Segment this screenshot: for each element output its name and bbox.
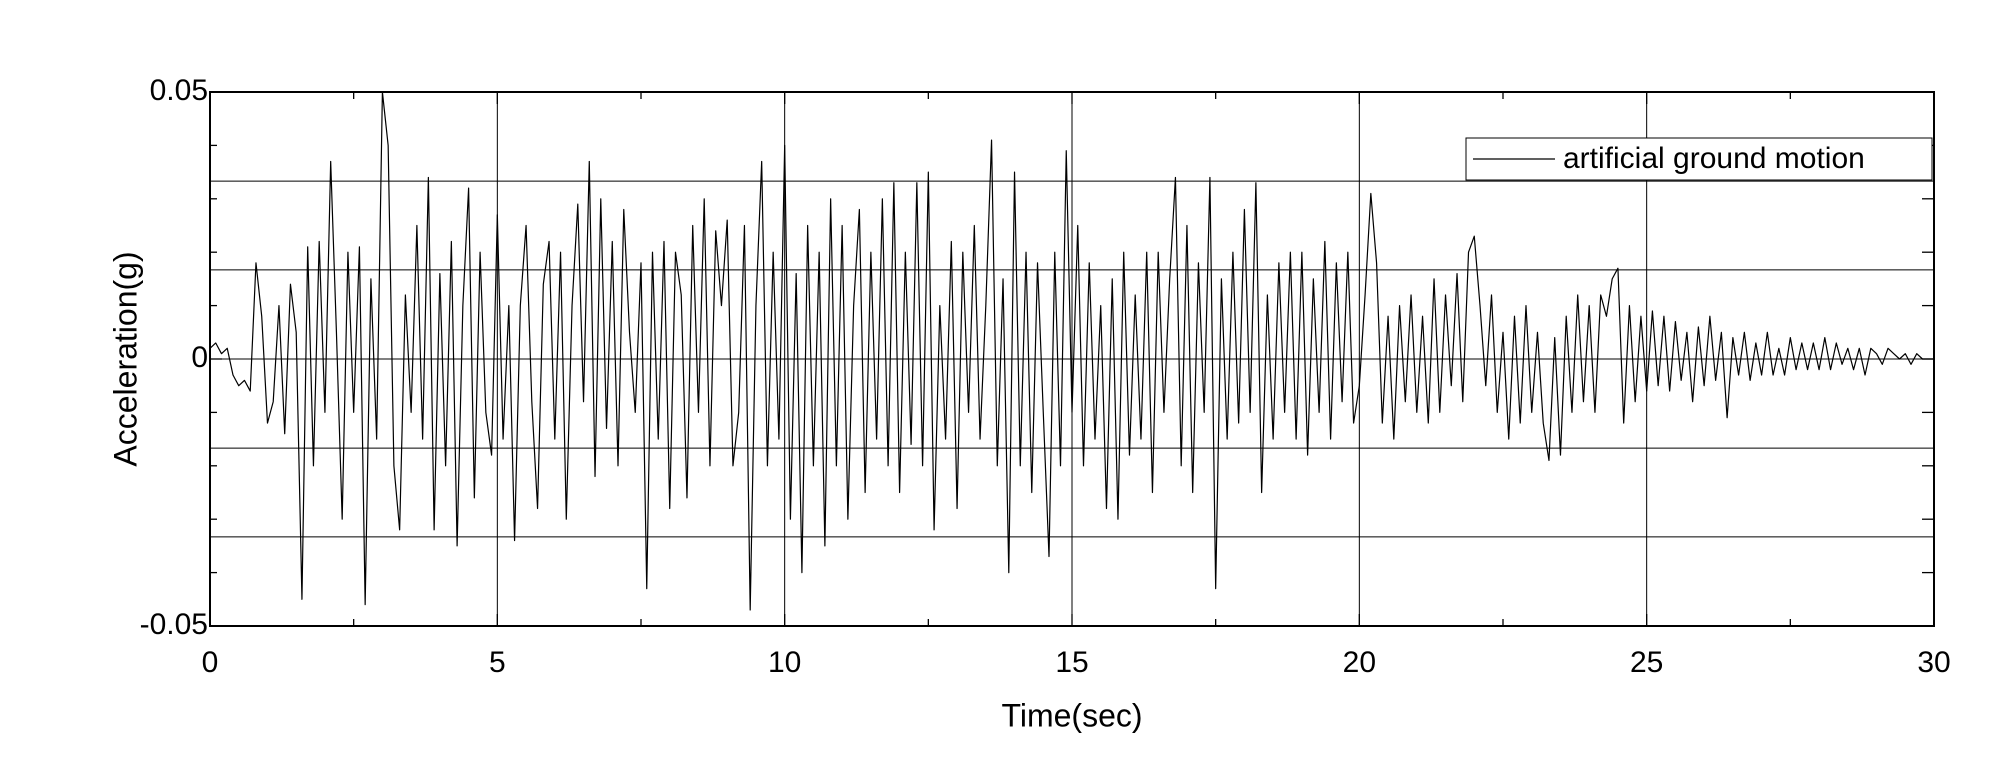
data-line [209,91,1934,611]
x-tick-label: 25 [1630,646,1663,679]
x-tick-label: 20 [1343,646,1376,679]
x-tick-label: 15 [1055,646,1088,679]
x-tick-label: 30 [1917,646,1950,679]
x-axis-title: Time(sec) [1001,697,1142,733]
y-tick-label: 0.05 [150,74,208,107]
y-axis-title: Acceleration(g) [107,251,143,466]
x-tick-label: 5 [489,646,506,679]
legend-label: artificial ground motion [1563,142,1865,175]
y-tick-label: -0.05 [140,608,208,641]
y-tick-label: 0 [191,341,208,374]
x-tick-label: 10 [768,646,801,679]
x-tick-label: 0 [202,646,219,679]
